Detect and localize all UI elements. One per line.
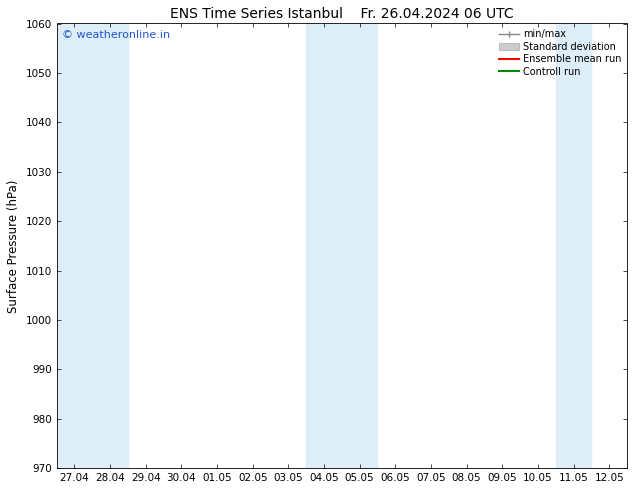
Bar (556, 24, 592, 468)
Legend: min/max, Standard deviation, Ensemble mean run, Controll run: min/max, Standard deviation, Ensemble me… (496, 25, 625, 80)
Title: ENS Time Series Istanbul    Fr. 26.04.2024 06 UTC: ENS Time Series Istanbul Fr. 26.04.2024 … (170, 7, 514, 21)
Bar (306, 24, 377, 468)
Bar (56, 24, 128, 468)
Y-axis label: Surface Pressure (hPa): Surface Pressure (hPa) (7, 179, 20, 313)
Text: © weatheronline.in: © weatheronline.in (62, 30, 171, 40)
